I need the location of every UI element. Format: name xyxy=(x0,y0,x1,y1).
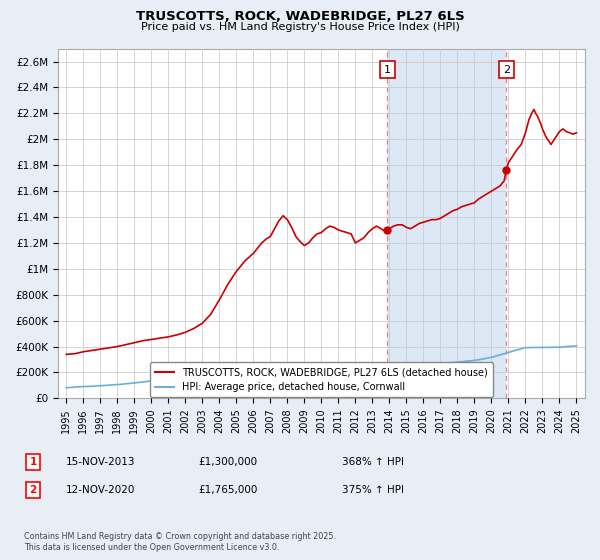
Text: 2: 2 xyxy=(503,64,510,74)
Text: Price paid vs. HM Land Registry's House Price Index (HPI): Price paid vs. HM Land Registry's House … xyxy=(140,22,460,32)
Text: 1: 1 xyxy=(383,64,391,74)
Legend: TRUSCOTTS, ROCK, WADEBRIDGE, PL27 6LS (detached house), HPI: Average price, deta: TRUSCOTTS, ROCK, WADEBRIDGE, PL27 6LS (d… xyxy=(150,362,493,397)
Text: 375% ↑ HPI: 375% ↑ HPI xyxy=(342,485,404,495)
Text: 1: 1 xyxy=(29,457,37,467)
Text: 15-NOV-2013: 15-NOV-2013 xyxy=(66,457,136,467)
Bar xyxy=(387,49,506,398)
Text: TRUSCOTTS, ROCK, WADEBRIDGE, PL27 6LS: TRUSCOTTS, ROCK, WADEBRIDGE, PL27 6LS xyxy=(136,10,464,23)
Text: £1,765,000: £1,765,000 xyxy=(198,485,257,495)
Text: 368% ↑ HPI: 368% ↑ HPI xyxy=(342,457,404,467)
Text: £1,300,000: £1,300,000 xyxy=(198,457,257,467)
Text: 2: 2 xyxy=(29,485,37,495)
Text: 12-NOV-2020: 12-NOV-2020 xyxy=(66,485,136,495)
Text: Contains HM Land Registry data © Crown copyright and database right 2025.
This d: Contains HM Land Registry data © Crown c… xyxy=(24,532,336,552)
